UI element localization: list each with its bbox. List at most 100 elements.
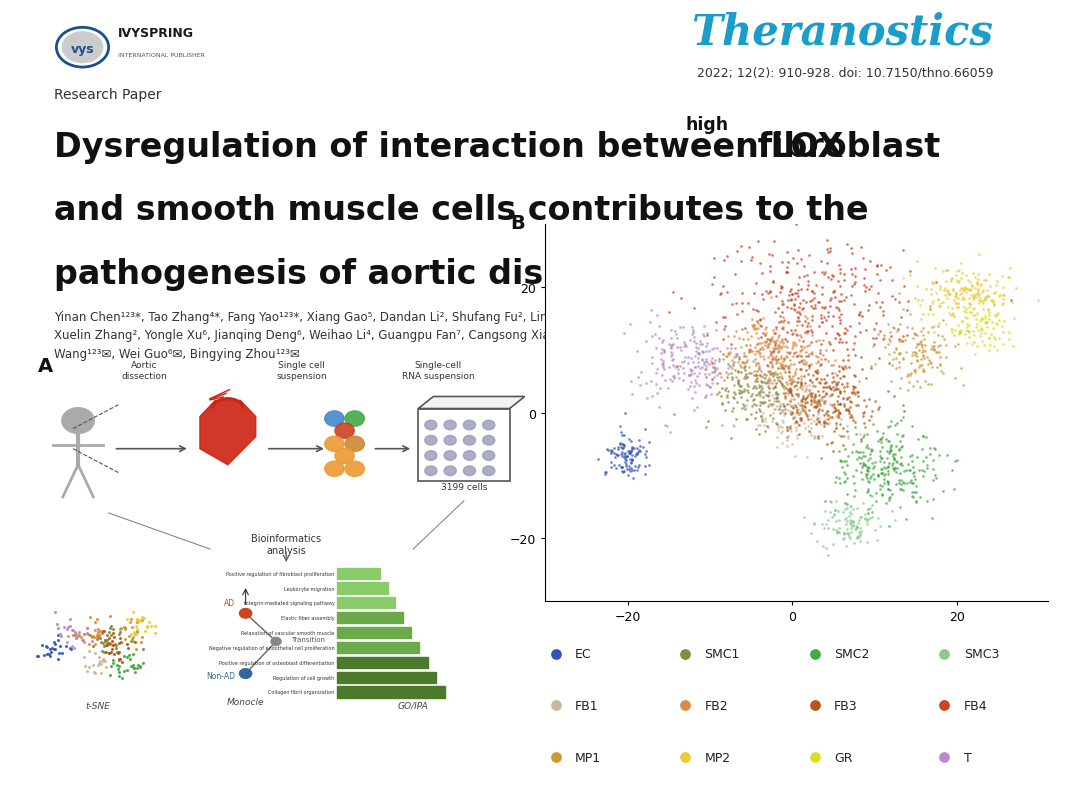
MP1 bbox=[894, 354, 912, 367]
GR bbox=[964, 326, 982, 338]
MP2 bbox=[931, 283, 948, 296]
FB4 bbox=[779, 302, 796, 314]
SMC1 bbox=[759, 389, 777, 402]
EC bbox=[631, 444, 648, 457]
SMC3 bbox=[818, 517, 835, 530]
Point bbox=[91, 650, 108, 663]
FB4 bbox=[754, 327, 771, 340]
GR bbox=[1001, 333, 1018, 346]
EC bbox=[623, 454, 640, 467]
SMC1 bbox=[767, 417, 784, 430]
FB4 bbox=[779, 261, 796, 274]
EC bbox=[611, 437, 629, 450]
FB2 bbox=[746, 342, 764, 354]
SMC1 bbox=[747, 406, 765, 419]
EC bbox=[611, 439, 629, 452]
SMC1 bbox=[743, 390, 760, 403]
FB2 bbox=[760, 375, 778, 388]
FB4 bbox=[809, 296, 826, 309]
Point bbox=[41, 642, 58, 655]
SMC2 bbox=[834, 431, 851, 444]
MP1 bbox=[896, 334, 914, 347]
SMC2 bbox=[905, 470, 922, 483]
FB4 bbox=[716, 311, 733, 324]
T bbox=[683, 352, 700, 365]
FB2 bbox=[767, 368, 784, 381]
MP1 bbox=[907, 346, 924, 359]
SMC2 bbox=[939, 448, 956, 461]
FB3 bbox=[829, 407, 847, 420]
SMC1 bbox=[750, 403, 767, 415]
FB3 bbox=[815, 390, 833, 403]
SMC2 bbox=[924, 474, 942, 487]
SMC2 bbox=[863, 444, 880, 456]
Point bbox=[105, 623, 122, 636]
MP2 bbox=[969, 288, 986, 301]
FB2 bbox=[787, 363, 805, 375]
MP2 bbox=[995, 290, 1012, 302]
SMC1 bbox=[760, 386, 778, 399]
FB2 bbox=[758, 334, 775, 346]
FB4 bbox=[1002, 294, 1020, 307]
SMC1 bbox=[775, 354, 793, 367]
FB4 bbox=[773, 281, 791, 294]
SMC2 bbox=[915, 470, 932, 483]
Text: pathogenesis of aortic dissection: pathogenesis of aortic dissection bbox=[54, 257, 679, 290]
SMC1 bbox=[757, 370, 774, 383]
FB4 bbox=[824, 286, 841, 299]
FB1 bbox=[774, 416, 792, 429]
MP2 bbox=[941, 289, 958, 302]
SMC3 bbox=[836, 513, 853, 526]
SMC2 bbox=[888, 463, 905, 476]
Point bbox=[96, 655, 113, 668]
FB4 bbox=[850, 309, 867, 322]
FB4 bbox=[846, 278, 863, 291]
Text: vys: vys bbox=[70, 43, 94, 56]
SMC2 bbox=[872, 450, 889, 463]
T bbox=[700, 345, 717, 358]
FB4 bbox=[762, 346, 780, 359]
Point bbox=[100, 646, 118, 659]
GR bbox=[953, 315, 970, 328]
Text: Elastic fiber assembly: Elastic fiber assembly bbox=[281, 615, 335, 621]
SMC2 bbox=[862, 444, 879, 456]
EC bbox=[618, 451, 635, 464]
SMC2 bbox=[874, 489, 891, 502]
Point bbox=[116, 623, 133, 636]
Circle shape bbox=[444, 466, 456, 476]
MP2 bbox=[999, 271, 1016, 284]
FB1 bbox=[769, 441, 786, 454]
Point bbox=[129, 623, 146, 636]
FB4 bbox=[743, 251, 760, 264]
FB3 bbox=[842, 409, 860, 422]
Point bbox=[97, 638, 114, 651]
GR bbox=[959, 322, 976, 334]
EC bbox=[620, 463, 637, 476]
FB2 bbox=[765, 324, 782, 337]
Point bbox=[108, 646, 125, 658]
Point bbox=[79, 665, 96, 678]
FB4 bbox=[789, 315, 807, 328]
FB4 bbox=[826, 332, 843, 345]
FB3 bbox=[819, 413, 836, 426]
SMC2 bbox=[903, 474, 920, 487]
FB3 bbox=[819, 369, 836, 382]
FB4 bbox=[900, 296, 917, 309]
MP2 bbox=[970, 287, 987, 300]
MP2 bbox=[968, 314, 985, 326]
T bbox=[672, 361, 689, 374]
FB1 bbox=[780, 404, 797, 417]
FB4 bbox=[782, 302, 799, 315]
SMC2 bbox=[880, 495, 897, 508]
Point bbox=[122, 616, 139, 629]
MP1 bbox=[879, 338, 896, 351]
FB2 bbox=[761, 337, 779, 350]
FB3 bbox=[829, 391, 847, 403]
SMC1 bbox=[735, 350, 753, 363]
FB3 bbox=[831, 360, 848, 373]
FB1 bbox=[799, 451, 816, 464]
FB4 bbox=[860, 284, 877, 297]
FB2 bbox=[724, 362, 741, 375]
GR bbox=[982, 328, 999, 341]
FB3 bbox=[778, 382, 795, 395]
